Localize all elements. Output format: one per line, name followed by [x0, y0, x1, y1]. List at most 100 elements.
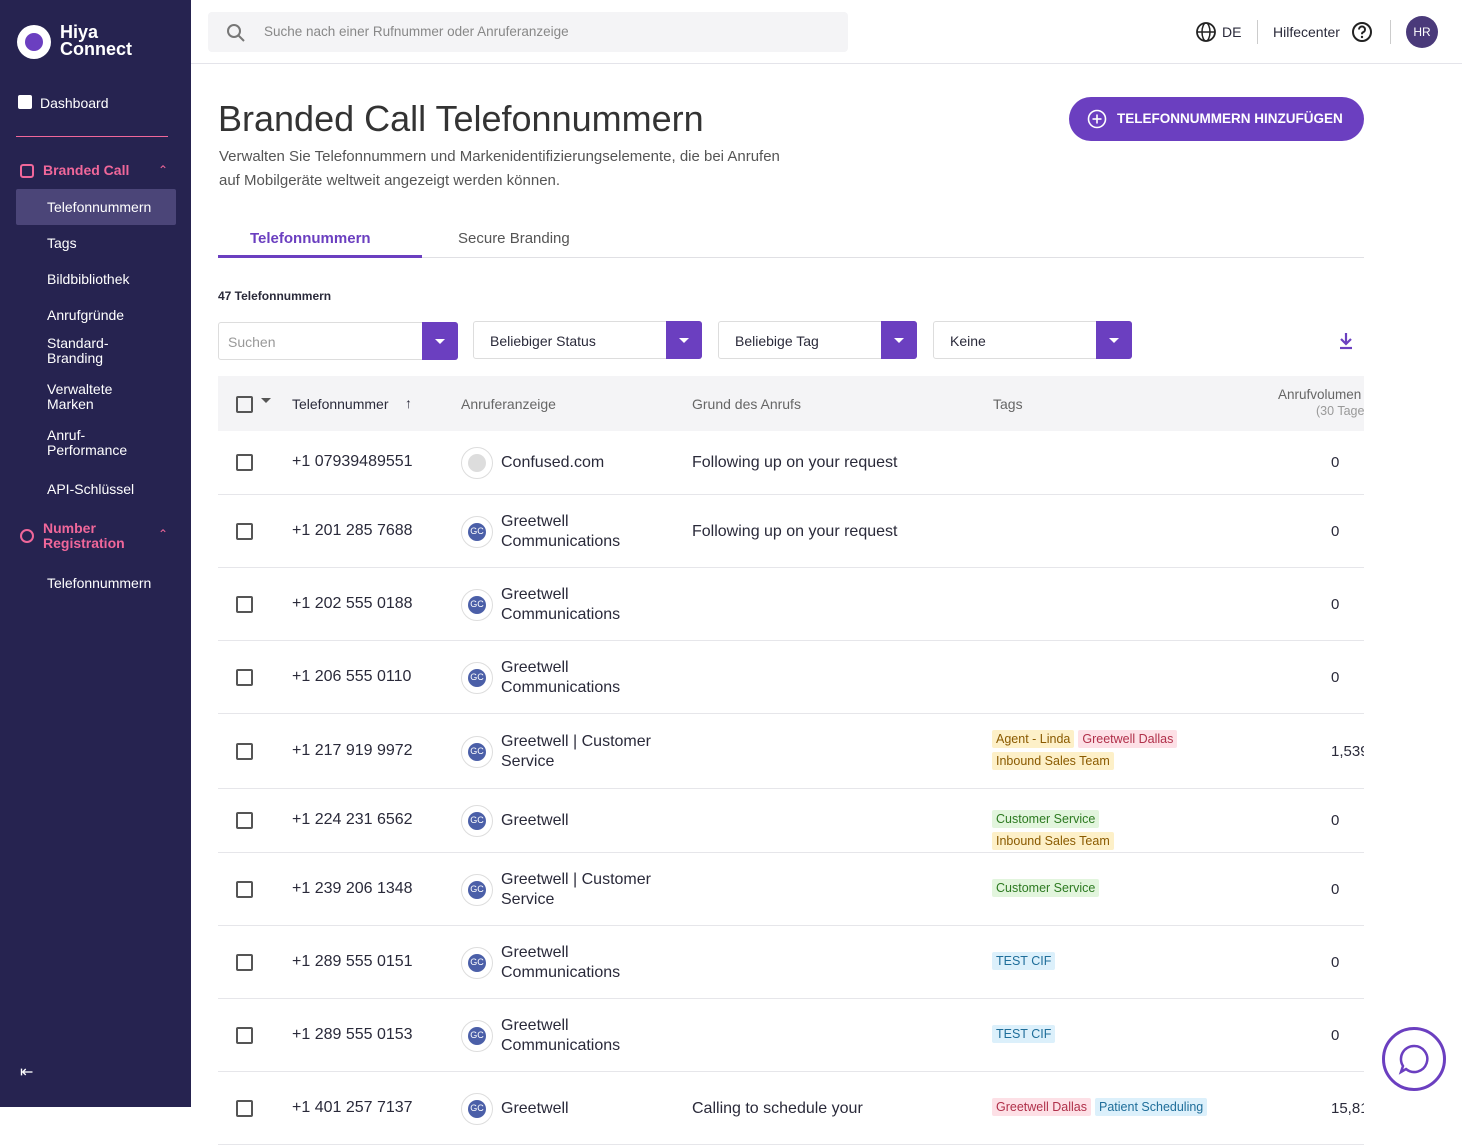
- row-checkbox[interactable]: [236, 595, 253, 613]
- nav-item[interactable]: Bildbibliothek: [47, 271, 130, 287]
- tag: TEST CIF: [992, 1024, 1056, 1043]
- nav-item[interactable]: Standard- Branding: [47, 335, 109, 366]
- chat-button[interactable]: [1382, 1027, 1446, 1091]
- column-header: Grund des Anrufs: [692, 396, 801, 412]
- table-row: +1 224 231 6562 GC Greetwell Customer Servi…: [218, 789, 1364, 853]
- call-volume: 0: [1331, 668, 1340, 686]
- tags: Agent - Linda Greetwell Dallas Inbound Sal…: [992, 729, 1212, 774]
- section-title[interactable]: Number Registration: [43, 520, 125, 551]
- filter-status[interactable]: Beliebiger Status: [473, 321, 702, 359]
- call-volume: 0: [1331, 595, 1340, 613]
- avatar: [461, 735, 493, 768]
- call-reason: Calling to schedule your: [692, 1099, 863, 1117]
- select-all[interactable]: [236, 396, 253, 413]
- nav-item[interactable]: Anruf- Performance: [47, 427, 128, 458]
- row-checkbox[interactable]: [236, 1026, 253, 1044]
- avatar-text: GC: [470, 525, 484, 536]
- nav-active: [16, 189, 176, 225]
- row-checkbox[interactable]: [236, 880, 253, 898]
- row-checkbox[interactable]: [236, 668, 253, 686]
- table-row: +1 201 285 7688 GC Greetwell Communication…: [218, 495, 1364, 568]
- nav-item[interactable]: Anrufgründe: [47, 307, 125, 323]
- add-button[interactable]: TELEFONNUMMERN HINZUFÜGEN: [1069, 97, 1364, 141]
- help-icon: [1352, 22, 1372, 42]
- avatar-text: GC: [470, 745, 484, 756]
- sidebar: Hiya Connect Dashboard ⇤ Branded Call ⌃ Tel…: [0, 0, 191, 1107]
- dropdown-button[interactable]: [1096, 321, 1132, 359]
- row-checkbox[interactable]: [236, 454, 253, 471]
- caller-display: Greetwell Communications: [501, 943, 621, 981]
- tags: Customer Service: [992, 878, 1212, 901]
- separator: [1257, 20, 1258, 44]
- avatar: [461, 805, 493, 837]
- count: 47 Telefonnummern: [218, 289, 332, 303]
- tags: TEST CIF: [992, 951, 1212, 974]
- filter-label: Keine: [950, 333, 986, 349]
- phone-number: +1 239 206 1348: [292, 879, 413, 897]
- filter-other[interactable]: Keine: [933, 321, 1132, 359]
- filter-tag[interactable]: Beliebige Tag: [718, 321, 917, 359]
- collapse-icon[interactable]: ⇤: [20, 1064, 34, 1081]
- phone-number: +1 201 285 7688: [292, 521, 413, 539]
- avatar: [461, 1019, 493, 1052]
- nav-item[interactable]: Tags: [47, 235, 77, 251]
- dropdown-button[interactable]: [881, 321, 917, 359]
- nav-item[interactable]: API-Schlüssel: [47, 481, 135, 497]
- section-icon: [20, 164, 34, 178]
- column-header: Anruferanzeige: [461, 396, 556, 412]
- tags: Customer Service Inbound Sales Team: [992, 810, 1212, 852]
- filter-label: Suchen: [228, 334, 276, 350]
- phone-number: +1 217 919 9972: [292, 741, 413, 759]
- avatar-text: GC: [470, 598, 484, 609]
- select-menu[interactable]: [261, 398, 271, 408]
- filter-label: Beliebige Tag: [735, 333, 819, 349]
- nav-item[interactable]: Dashboard: [40, 95, 109, 111]
- dropdown-button[interactable]: [666, 321, 702, 359]
- section-title[interactable]: Branded Call: [43, 162, 130, 178]
- nav-item[interactable]: Telefonnummern: [47, 575, 152, 591]
- avatar-text: GC: [470, 956, 484, 967]
- download-icon[interactable]: [1338, 332, 1354, 350]
- row-checkbox[interactable]: [236, 812, 253, 829]
- caller-display: Greetwell Communications: [501, 658, 621, 696]
- nav-item[interactable]: Telefonnummern: [47, 199, 152, 215]
- language[interactable]: DE: [1222, 24, 1242, 40]
- avatar-text: GC: [470, 815, 484, 825]
- top-bar: Suche nach einer Rufnummer oder Anrufera…: [191, 0, 1462, 64]
- chat-icon: [1398, 1044, 1429, 1075]
- tab[interactable]: Telefonnummern: [250, 230, 371, 247]
- avatar-text: GC: [470, 1029, 484, 1040]
- search-box[interactable]: Suche nach einer Rufnummer oder Anrufera…: [208, 12, 848, 52]
- avatar: [461, 661, 493, 694]
- row-checkbox[interactable]: [236, 742, 253, 760]
- row-checkbox[interactable]: [236, 953, 253, 971]
- tags: Greetwell Dallas Patient Scheduling: [992, 1097, 1212, 1120]
- call-volume: 0: [1331, 1026, 1340, 1044]
- phone-number: +1 206 555 0110: [292, 667, 412, 685]
- table-row: +1 289 555 0153 GC Greetwell Communication…: [218, 999, 1364, 1072]
- avatar-text: GC: [470, 1102, 484, 1113]
- logo-icon: [17, 25, 51, 59]
- tag: Inbound Sales Team: [992, 751, 1114, 770]
- call-volume: 0: [1331, 880, 1340, 898]
- filter-search[interactable]: Suchen: [218, 322, 458, 360]
- call-volume: 0: [1331, 812, 1340, 829]
- globe-icon: [1196, 22, 1216, 42]
- caller-display: Confused.com: [501, 454, 605, 471]
- avatar: [461, 515, 493, 548]
- nav-item[interactable]: Verwaltete Marken: [47, 381, 113, 412]
- avatar-text: GC: [470, 671, 484, 682]
- tab[interactable]: Secure Branding: [458, 230, 570, 247]
- help-link[interactable]: Hilfecenter: [1273, 24, 1340, 40]
- phone-number: +1 401 257 7137: [292, 1098, 413, 1116]
- row-checkbox[interactable]: [236, 522, 253, 540]
- caller-display: Greetwell: [501, 812, 569, 829]
- call-volume: 0: [1331, 953, 1340, 971]
- phone-number: +1 202 555 0188: [292, 594, 413, 612]
- section-icon: [20, 529, 34, 543]
- user-avatar[interactable]: HR: [1406, 16, 1438, 48]
- column-header[interactable]: Telefonnummer: [292, 396, 389, 412]
- column-subheader: (30 Tage): [1316, 404, 1364, 418]
- row-checkbox[interactable]: [236, 1099, 253, 1117]
- search-button[interactable]: [422, 322, 458, 360]
